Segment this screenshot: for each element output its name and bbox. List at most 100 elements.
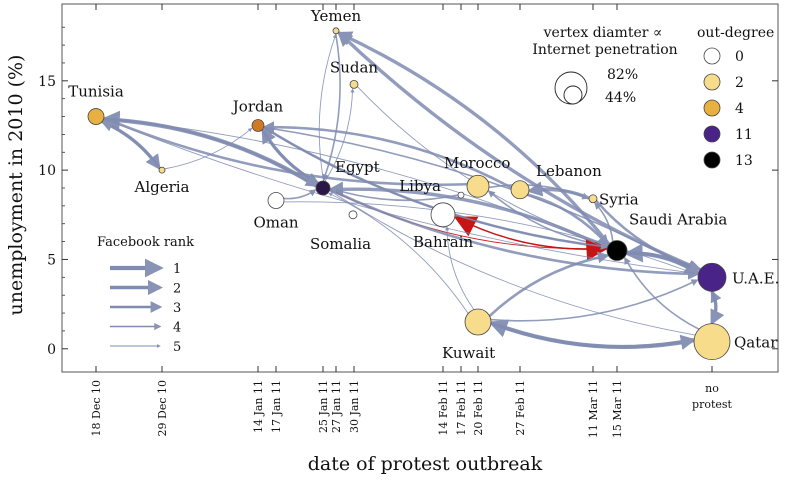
x-tick-label-protest: protest	[692, 398, 732, 411]
x-tick-label-no: no	[705, 382, 719, 395]
node-label-kuwait: Kuwait	[442, 344, 495, 362]
node-label-algeria: Algeria	[133, 178, 189, 196]
edge-saudi-arabia-to-syria	[594, 202, 614, 242]
node-label-saudi-arabia: Saudi Arabia	[629, 211, 727, 229]
x-tick-label: 11 Mar 11	[587, 380, 600, 438]
node-oman	[267, 192, 285, 209]
legend-size-value-small: 44%	[605, 90, 636, 106]
legend-color-label: 0	[735, 49, 744, 65]
x-tick-label: 14 Feb 11	[437, 380, 450, 436]
x-tick-label: 29 Dec 10	[156, 380, 169, 436]
edge-kuwait-to-qatar	[490, 321, 697, 350]
node-label-uae: U.A.E.	[732, 269, 779, 287]
legend-color-swatch	[703, 125, 721, 143]
node-yemen	[332, 27, 340, 35]
node-somalia	[348, 210, 358, 220]
legend-size-value-large: 82%	[607, 67, 638, 83]
edge-qatar-to-egypt	[329, 190, 696, 336]
node-label-qatar: Qatar	[734, 334, 778, 352]
edge-morocco-to-tunisia	[102, 116, 468, 187]
legends: Facebook rank 1 2 3 4 5 vertex diamter ∝Intern…	[97, 25, 774, 355]
edge-saudi-arabia-to-egypt	[327, 181, 608, 250]
x-tick-label: 25 Jan 11	[317, 380, 330, 433]
y-axis-title: unemployment in 2010 (%)	[5, 55, 27, 316]
node-label-egypt: Egypt	[335, 158, 380, 176]
edge-lebanon-to-saudi-arabia	[527, 193, 610, 247]
legend-color-label: 2	[735, 75, 744, 91]
node-label-somalia: Somalia	[310, 235, 371, 253]
x-tick-label: 27 Feb 11	[514, 380, 527, 436]
edge-oman-to-uae	[283, 201, 698, 276]
node-sudan	[349, 79, 359, 89]
edge-libya-to-egypt	[329, 186, 459, 202]
node-label-syria: Syria	[599, 191, 639, 209]
edge-oman-to-egypt	[283, 189, 317, 200]
edge-lebanon-to-jordan	[262, 121, 512, 189]
node-label-sudan: Sudan	[330, 58, 378, 76]
node-labels: Tunisia Algeria Jordan Oman Egypt Yemen Sudan B…	[68, 7, 779, 362]
edge-kuwait-to-egypt	[328, 192, 469, 314]
legend-color-swatch	[703, 151, 721, 169]
legend-facebook-rank-label: 3	[173, 301, 181, 316]
node-label-libya: Libya	[399, 177, 441, 195]
node-bahrain	[430, 202, 456, 228]
edge-morocco-to-syria	[488, 184, 590, 200]
edge-kuwait-to-bahrain	[445, 226, 475, 310]
legend-color-title: out-degree	[697, 25, 774, 41]
node-uae	[697, 262, 727, 292]
network-nodes	[87, 27, 731, 361]
legend-size-circle-small	[563, 85, 583, 105]
x-tick-label: 20 Feb 11	[472, 380, 485, 436]
legend-color-swatch	[703, 47, 721, 65]
edge-syria-to-uae	[595, 200, 702, 272]
node-algeria	[158, 166, 166, 174]
node-label-tunisia: Tunisia	[68, 83, 124, 101]
legend-size-title: vertex diamter ∝	[543, 25, 663, 41]
legend-color-label: 4	[735, 101, 744, 117]
y-tick-label: 10	[38, 163, 56, 179]
edge-kuwait-to-uae	[490, 279, 699, 322]
node-tunisia	[87, 108, 105, 125]
edge-algeria-to-jordan	[164, 127, 253, 170]
network-edges	[100, 30, 725, 350]
y-tick-label: 5	[47, 252, 56, 268]
node-saudi-arabia	[606, 240, 628, 261]
node-label-morocco: Morocco	[444, 154, 510, 172]
node-label-jordan: Jordan	[231, 97, 284, 115]
x-tick-label: 14 Jan 11	[252, 380, 265, 433]
legend-facebook-rank-label: 5	[173, 340, 181, 355]
node-label-bahrain: Bahrain	[413, 233, 474, 251]
edge-kuwait-to-saudi-arabia	[488, 251, 610, 317]
legend-size-subtitle: Internet penetration	[532, 42, 677, 58]
x-tick-label: 17 Jan 11	[270, 380, 283, 433]
node-qatar	[693, 323, 731, 361]
edge-egypt-to-sudan	[324, 88, 355, 182]
legend-facebook-rank-label: 2	[173, 282, 181, 297]
x-tick-label: 18 Dec 10	[90, 380, 103, 436]
y-tick-label: 15	[38, 74, 56, 90]
legend-color-swatch	[703, 99, 721, 117]
legend-facebook-rank-label: 1	[173, 262, 181, 277]
edge-tunisia-to-saudi-arabia	[103, 118, 608, 249]
node-jordan	[251, 119, 265, 132]
edge-jordan-to-saudi-arabia	[263, 126, 609, 250]
node-morocco	[466, 174, 490, 198]
edge-tunisia-to-uae	[103, 118, 699, 276]
node-libya	[457, 191, 465, 199]
edge-egypt-to-yemen	[318, 34, 337, 182]
node-label-oman: Oman	[253, 214, 298, 232]
x-tick-label: 30 Jan 11	[348, 380, 361, 433]
x-tick-label: 15 Mar 11	[611, 380, 624, 438]
legend-color-swatch	[703, 73, 721, 91]
x-tick-label: 17 Feb 11	[455, 380, 468, 436]
node-syria	[588, 194, 598, 204]
edge-uae-to-qatar	[710, 290, 725, 326]
edge-qatar-to-saudi-arabia	[624, 256, 700, 330]
x-axis-title: date of protest outbreak	[308, 453, 543, 475]
edge-egypt-to-uae	[329, 188, 700, 280]
node-kuwait	[464, 308, 492, 336]
legend-facebook-title: Facebook rank	[97, 235, 194, 250]
legend-facebook-rank-label: 4	[173, 321, 181, 336]
